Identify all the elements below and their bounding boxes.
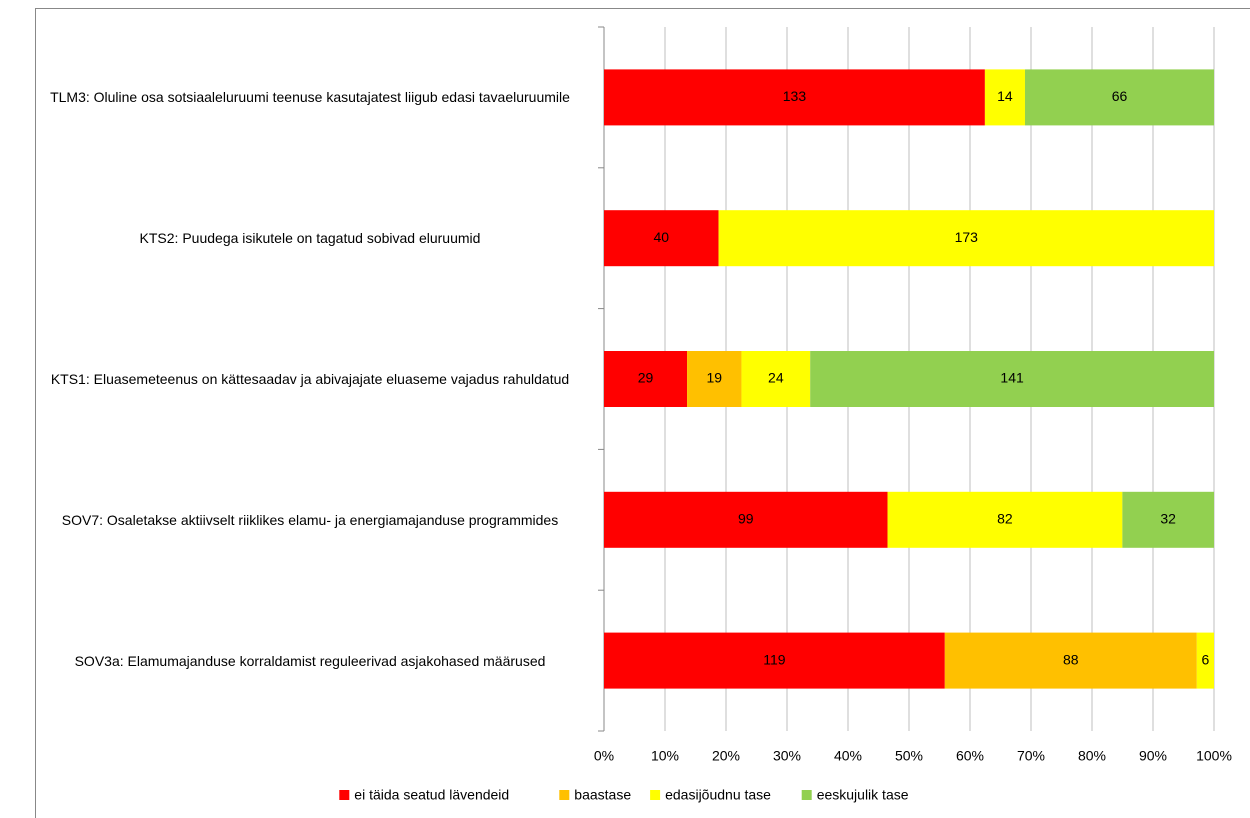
- bar-segment: [1122, 491, 1214, 548]
- x-tick-label: 70%: [1017, 748, 1045, 764]
- bar-segment: [944, 632, 1197, 689]
- y-tick-label: SOV3a: Elamumajanduse korraldamist regul…: [74, 652, 546, 669]
- data-label: 29: [638, 370, 654, 386]
- data-label: 66: [1112, 88, 1128, 104]
- y-tick-label: KTS1: Eluasemeteenus on kättesaadav ja a…: [50, 371, 570, 387]
- data-label: 40: [653, 229, 669, 245]
- x-tick-label: 100%: [1196, 748, 1232, 764]
- bar-segment: [604, 69, 985, 126]
- legend-label: eeskujulik tase: [817, 787, 909, 803]
- x-tick-label: 20%: [712, 748, 740, 764]
- bar-segment: [810, 351, 1214, 407]
- legend-label: edasijõudnu tase: [665, 787, 771, 803]
- bar-segment: [1196, 632, 1214, 689]
- data-label: 82: [997, 511, 1013, 527]
- data-label: 88: [1063, 651, 1079, 667]
- data-label: 119: [763, 651, 786, 667]
- x-tick-label: 40%: [834, 748, 862, 764]
- x-tick-label: 50%: [895, 748, 923, 764]
- bar-segment: [687, 351, 742, 407]
- y-tick-label: SOV7: Osaletakse aktiivselt riiklikes el…: [61, 511, 559, 528]
- data-label: 14: [997, 88, 1013, 104]
- legend-label: baastase: [574, 787, 631, 803]
- data-label: 133: [783, 88, 807, 104]
- legend-swatch: [559, 790, 570, 800]
- data-label: 19: [706, 370, 722, 386]
- legend-swatch: [801, 790, 812, 800]
- x-tick-label: 80%: [1078, 748, 1106, 764]
- bar-segment: [887, 491, 1123, 548]
- y-tick-label: KTS2: Puudega isikutele on tagatud sobiv…: [139, 230, 481, 247]
- legend-swatch: [339, 790, 350, 800]
- bar-segment: [741, 351, 811, 407]
- data-label: 32: [1160, 511, 1176, 527]
- data-label: 99: [738, 511, 754, 527]
- x-tick-label: 90%: [1139, 748, 1167, 764]
- x-tick-label: 10%: [651, 748, 679, 764]
- bar-segment: [718, 210, 1214, 267]
- bar-segment: [604, 491, 888, 548]
- x-tick-label: 60%: [956, 748, 984, 764]
- legend-swatch: [650, 790, 661, 800]
- x-tick-label: 0%: [594, 748, 614, 764]
- data-label: 24: [768, 370, 784, 386]
- legend-label: ei täida seatud lävendeid: [354, 787, 509, 803]
- data-label: 141: [1000, 370, 1024, 386]
- chart-frame: [35, 8, 1250, 818]
- bar-segment: [984, 69, 1025, 126]
- data-label: 173: [955, 229, 979, 245]
- bar-segment: [604, 210, 719, 267]
- bar-segment: [604, 632, 945, 689]
- x-tick-label: 30%: [773, 748, 801, 764]
- bar-segment: [604, 351, 688, 407]
- y-tick-label: TLM3: Oluline osa sotsiaaleluruumi teenu…: [50, 89, 570, 106]
- bar-segment: [1024, 69, 1214, 126]
- data-label: 6: [1202, 651, 1210, 667]
